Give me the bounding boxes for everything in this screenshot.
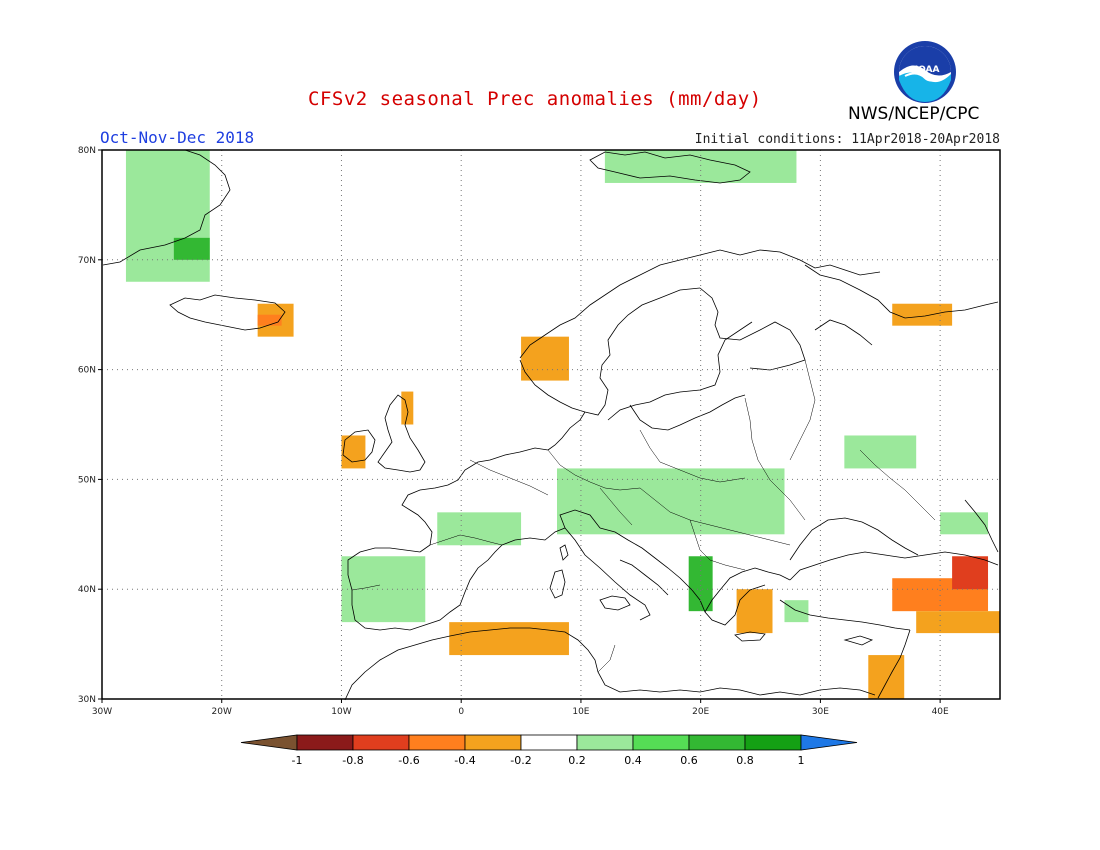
season-label: Oct-Nov-Dec 2018: [100, 128, 255, 147]
anomaly-region: [449, 622, 569, 656]
agency-label: NWS/NCEP/CPC: [848, 104, 980, 124]
anomaly-region: [173, 237, 210, 260]
colorbar-labels: -1 -0.8 -0.6 -0.4 -0.2 0.2 0.4 0.6 0.8 1: [292, 754, 805, 767]
anomaly-region: [892, 303, 953, 326]
colorbar-cells: [240, 734, 858, 751]
colorbar-label: 0.4: [624, 754, 642, 767]
anomaly-region: [257, 314, 282, 326]
colorbar-cell: [464, 734, 522, 751]
colorbar-cell: [352, 734, 410, 751]
colorbar-below-arrow: [240, 734, 298, 751]
lon-tick-label: 40E: [932, 707, 949, 717]
lon-tick-label: 30W: [92, 707, 112, 717]
axis-ticks: 30W 20W 10W 0 10E 20E 30E 40E 30N 40N 50N 60N 70N 80N: [78, 146, 949, 717]
lat-tick-label: 50N: [78, 475, 96, 485]
anomaly-region: [688, 556, 713, 612]
lat-tick-label: 80N: [78, 146, 96, 156]
colorbar-label: -1: [292, 754, 303, 767]
lat-tick-label: 70N: [78, 256, 96, 266]
colorbar-label: 0.2: [568, 754, 586, 767]
noaa-logo: NOAA: [894, 41, 956, 103]
anomaly-region: [556, 468, 785, 535]
anomaly-region: [868, 655, 905, 699]
coastlines: [102, 149, 999, 701]
colorbar-label: -0.4: [454, 754, 475, 767]
anomaly-region: [916, 611, 1000, 634]
country-borders: [351, 359, 936, 673]
anomaly-region: [736, 589, 773, 634]
colorbar-above-arrow: [800, 734, 858, 751]
lat-tick-label: 60N: [78, 366, 96, 376]
anomaly-region: [437, 512, 522, 546]
lon-tick-label: 10E: [572, 707, 589, 717]
colorbar-cell: [520, 734, 578, 751]
colorbar-label: 1: [798, 754, 805, 767]
initial-conditions: Initial conditions: 11Apr2018-20Apr2018: [694, 132, 1000, 147]
colorbar-label: -0.6: [398, 754, 419, 767]
lat-tick-label: 40N: [78, 585, 96, 595]
anomaly-region: [521, 336, 569, 381]
colorbar-label: 0.6: [680, 754, 698, 767]
lon-tick-label: 30E: [812, 707, 829, 717]
map-frame: [101, 149, 1001, 700]
anomaly-region: [341, 435, 366, 469]
colorbar-label: 0.8: [736, 754, 754, 767]
lon-tick-label: 20W: [212, 707, 232, 717]
colorbar-label: -0.8: [342, 754, 363, 767]
lon-tick-label: 20E: [692, 707, 709, 717]
anomaly-region: [341, 556, 426, 623]
colorbar-cell: [744, 734, 802, 751]
colorbar-cell: [576, 734, 634, 751]
colorbar-cell: [688, 734, 746, 751]
colorbar-cell: [632, 734, 690, 751]
anomaly-region: [940, 512, 989, 535]
anomaly-region: [844, 435, 917, 469]
lon-tick-label: 10W: [331, 707, 351, 717]
lat-tick-label: 30N: [78, 695, 96, 705]
colorbar-cell: [408, 734, 466, 751]
colorbar-cell: [296, 734, 354, 751]
lon-tick-label: 0: [458, 707, 464, 717]
anomaly-region: [784, 600, 809, 623]
noaa-logo-text: NOAA: [911, 65, 940, 75]
anomaly-region: [952, 556, 989, 590]
colorbar-label: -0.2: [510, 754, 531, 767]
chart-title: CFSv2 seasonal Prec anomalies (mm/day): [308, 88, 762, 110]
